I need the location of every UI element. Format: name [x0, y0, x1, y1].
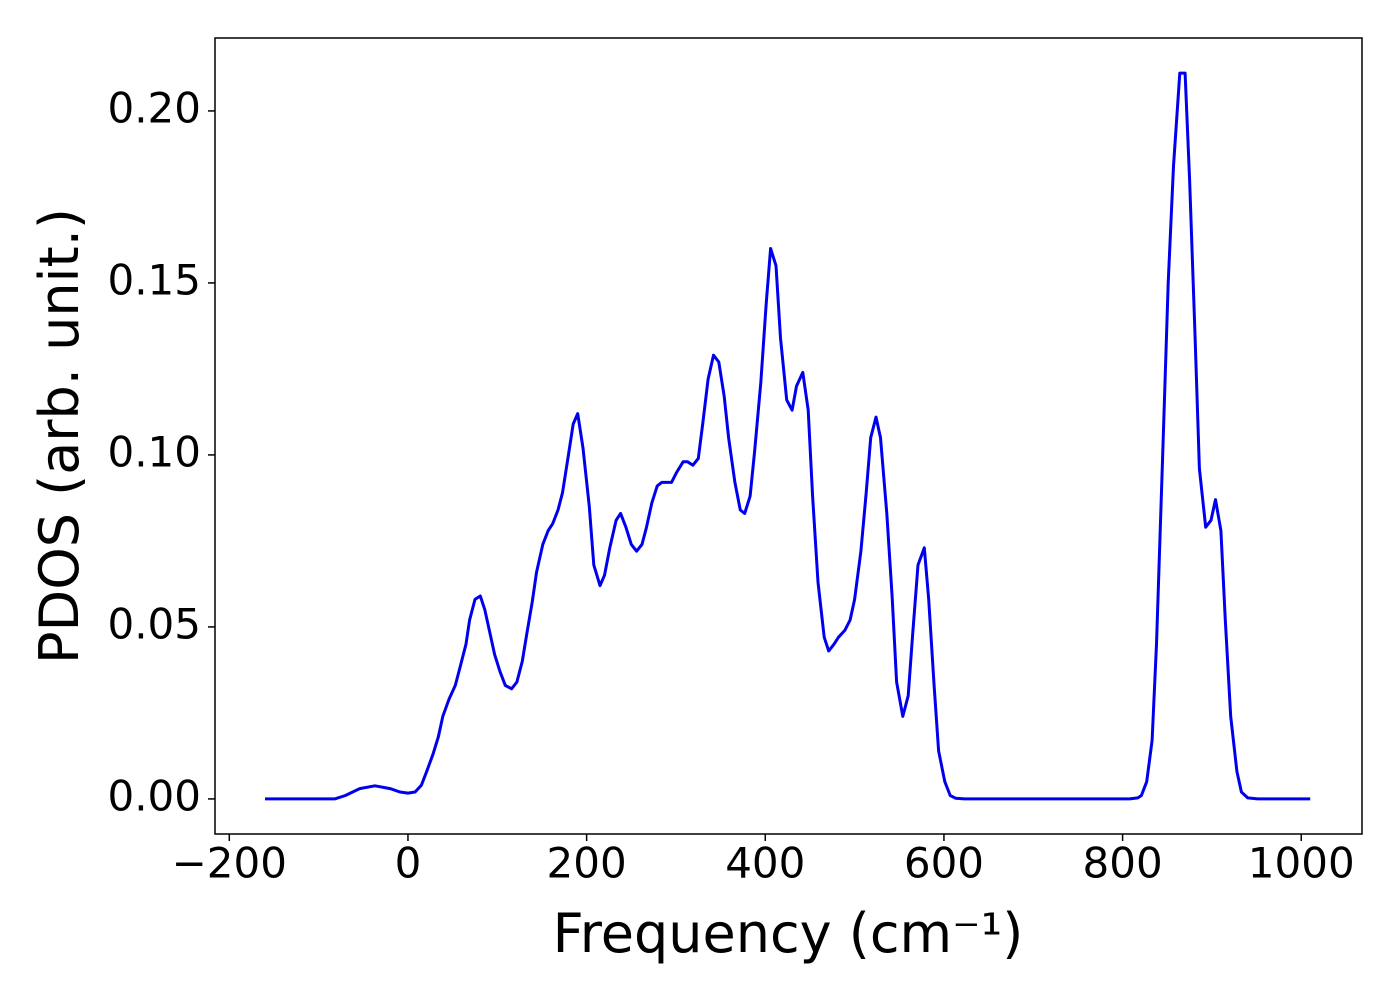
y-tick-label: 0.05 — [107, 599, 201, 648]
y-tick-label: 0.15 — [107, 255, 201, 304]
x-tick-label: 1000 — [1248, 839, 1355, 888]
x-tick-label: 800 — [1083, 839, 1163, 888]
x-tick-label: −200 — [172, 839, 287, 888]
x-tick-label: 0 — [395, 839, 422, 888]
plot-frame — [214, 37, 1363, 835]
y-tick-label: 0.20 — [107, 83, 201, 132]
x-axis-label: Frequency (cm⁻¹) — [553, 902, 1024, 965]
y-tick-label: 0.00 — [107, 771, 201, 820]
data-line — [265, 71, 1311, 801]
x-tick-label: 400 — [725, 839, 805, 888]
y-axis-label: PDOS (arb. unit.) — [28, 208, 91, 664]
y-tick-label: 0.10 — [107, 427, 201, 476]
x-tick-label: 200 — [547, 839, 627, 888]
x-tick-label: 600 — [904, 839, 984, 888]
